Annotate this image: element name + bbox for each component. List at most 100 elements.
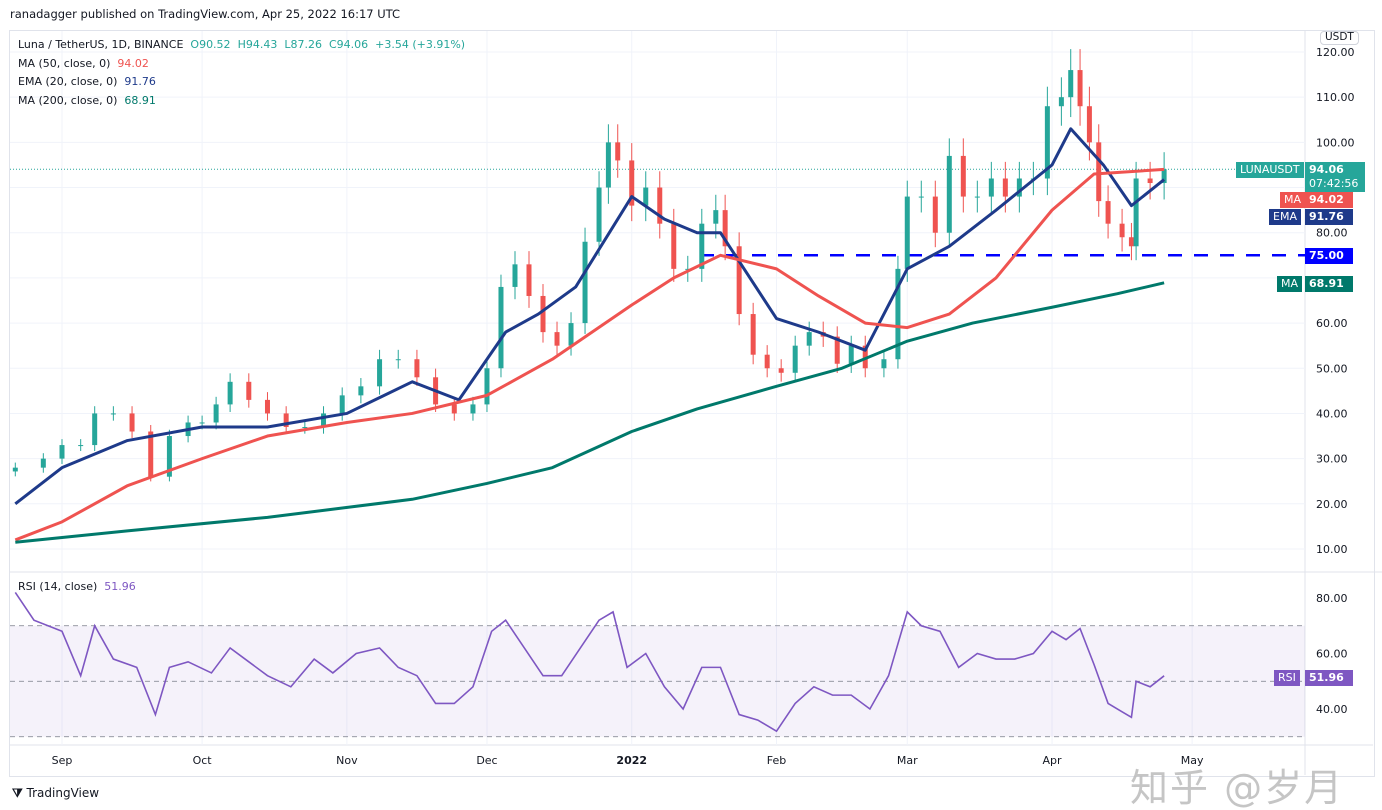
candle	[1128, 237, 1134, 247]
candle	[1044, 106, 1050, 179]
ema-tag-value: 91.76	[1305, 209, 1353, 225]
y-tick-label: 80.00	[1316, 227, 1348, 240]
candle	[1058, 97, 1064, 107]
candle	[596, 187, 602, 242]
candle	[246, 381, 252, 400]
x-tick-label: Mar	[897, 754, 918, 767]
ma50-value: 94.02	[117, 56, 149, 70]
candle	[395, 359, 401, 361]
candle	[974, 196, 980, 198]
ma200-label[interactable]: MA (200, close, 0)	[18, 93, 118, 107]
rsi-legend: RSI (14, close) 51.96	[18, 580, 136, 593]
ema20-value: 91.76	[124, 75, 156, 88]
y-tick-label: 60.00	[1316, 317, 1348, 330]
candle	[414, 359, 420, 378]
candle	[722, 210, 728, 247]
symbol-name[interactable]: Luna / TetherUS, 1D, BINANCE	[18, 38, 184, 51]
candle	[484, 368, 490, 405]
candle	[227, 381, 233, 405]
candle	[881, 359, 887, 369]
candle	[764, 354, 770, 369]
rsi-y-tick-label: 60.00	[1316, 648, 1348, 661]
candle	[78, 445, 84, 447]
y-tick-label: 20.00	[1316, 498, 1348, 511]
candle	[1016, 178, 1022, 197]
candle	[451, 404, 457, 414]
candle	[148, 431, 154, 477]
ma200-value: 68.91	[124, 93, 156, 107]
candle	[1096, 142, 1102, 202]
candle	[834, 336, 840, 364]
candle	[932, 196, 938, 233]
ohlc-close: C94.06	[328, 38, 369, 51]
candle	[1068, 70, 1074, 98]
candle	[12, 467, 18, 472]
x-tick-label: 2022	[616, 754, 647, 767]
main-legend: Luna / TetherUS, 1D, BINANCE O90.52 H94.…	[18, 36, 465, 110]
tradingview-logo[interactable]: ⧩ TradingView	[12, 786, 99, 801]
candle	[988, 178, 994, 197]
level-tag-value: 75.00	[1305, 248, 1353, 264]
x-tick-label: Oct	[193, 754, 213, 767]
rsi-y-tick-label: 40.00	[1316, 703, 1348, 716]
candle	[629, 160, 635, 206]
rsi-line	[14, 592, 1165, 733]
rsi-y-tick-label: 80.00	[1316, 592, 1348, 605]
candle	[657, 187, 663, 224]
price-change: +3.54 (+3.91%)	[375, 38, 466, 51]
candle	[615, 142, 621, 161]
ma200-tag-label: MA	[1277, 276, 1303, 292]
ohlc-open: O90.52	[190, 38, 231, 51]
candle	[1105, 201, 1111, 224]
candle	[470, 404, 476, 414]
candle	[377, 359, 383, 387]
symbol-tag: LUNAUSDT	[1236, 162, 1304, 178]
y-tick-label: 110.00	[1316, 91, 1355, 104]
candle	[1002, 178, 1008, 197]
candle	[264, 399, 270, 414]
candle	[736, 246, 742, 315]
rsi-legend-value: 51.96	[104, 580, 136, 593]
bar-countdown: 07:42:56	[1309, 177, 1359, 190]
candle	[129, 413, 135, 432]
y-tick-label: 100.00	[1316, 136, 1355, 149]
candle	[199, 422, 205, 424]
candle	[358, 386, 364, 396]
logo-icon: ⧩	[12, 786, 23, 800]
x-tick-label: Apr	[1043, 754, 1063, 767]
candle	[110, 413, 116, 415]
published-by: ranadagger published on TradingView.com,…	[10, 7, 401, 21]
watermark: 知乎 @岁月	[1130, 766, 1345, 810]
currency-button[interactable]: USDT	[1320, 31, 1359, 45]
ema20-label[interactable]: EMA (20, close, 0)	[18, 75, 118, 88]
candle	[605, 142, 611, 188]
candle	[918, 196, 924, 198]
footer-brand: TradingView	[26, 786, 100, 800]
x-tick-label: May	[1181, 754, 1204, 767]
candle	[540, 295, 546, 333]
candle	[59, 445, 65, 459]
candle	[643, 187, 649, 206]
ma-tag-label: MA	[1280, 192, 1306, 208]
ohlc-high: H94.43	[237, 38, 278, 51]
rsi-label[interactable]: RSI (14, close)	[18, 580, 98, 593]
y-tick-label: 120.00	[1316, 46, 1355, 59]
candle	[512, 264, 518, 287]
ma50-label[interactable]: MA (50, close, 0)	[18, 56, 111, 70]
ma200-line	[15, 281, 1165, 544]
candle	[92, 413, 98, 446]
candle	[792, 345, 798, 373]
candle	[904, 196, 910, 269]
candle	[166, 436, 172, 477]
candle	[685, 268, 691, 270]
x-tick-label: Nov	[336, 754, 358, 767]
y-tick-label: 30.00	[1316, 453, 1348, 466]
candle	[283, 413, 289, 427]
candle	[339, 395, 345, 414]
chart-frame	[9, 30, 1375, 777]
candle	[526, 264, 532, 296]
candle	[1119, 223, 1125, 238]
candle	[213, 404, 219, 423]
rsi-tag-value: 51.96	[1305, 670, 1353, 686]
